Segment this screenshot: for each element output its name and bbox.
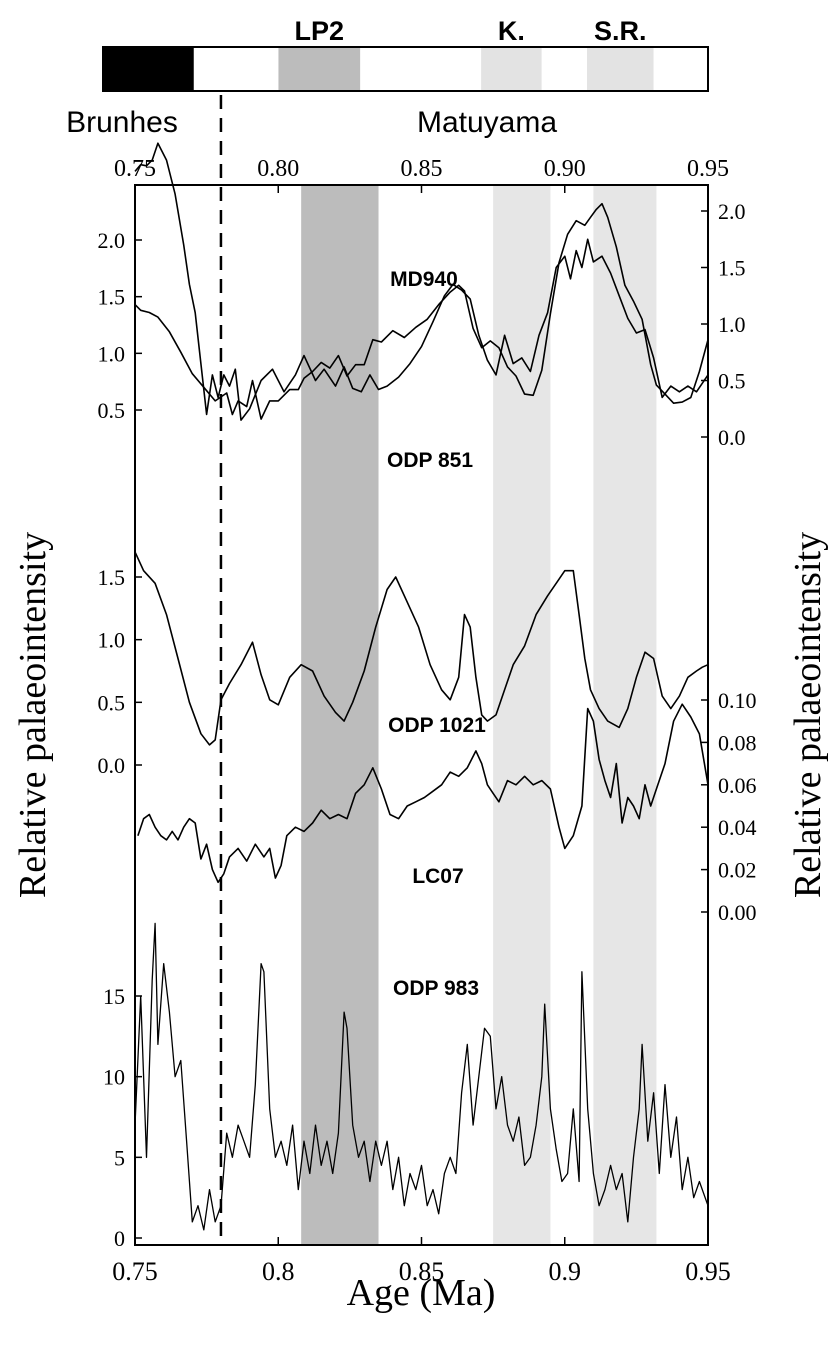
event-label-0: LP2 — [295, 16, 345, 46]
series-labels: MD940 ODP 851 ODP 1021 LC07 ODP 983 — [387, 268, 486, 1000]
polarity-event-box-2 — [587, 47, 654, 91]
y-axis-3-tick-label-5: 0.00 — [718, 900, 757, 925]
plot-frame — [134, 184, 709, 1246]
x-tick-label-top-1: 0.80 — [257, 156, 299, 182]
y-axis-1-tick-label-1: 1.5 — [718, 256, 746, 281]
y-axis-3-tick-label-3: 0.04 — [718, 815, 757, 840]
y-axis-0-tick-label-1: 1.5 — [98, 285, 126, 310]
y-axis-0-tick-label-0: 2.0 — [98, 228, 126, 253]
x-tick-label-top-4: 0.95 — [687, 156, 729, 182]
polarity-bar — [102, 46, 709, 92]
x-tick-label-top-2: 0.85 — [401, 156, 443, 182]
y-axis-2-tick-label-2: 0.5 — [98, 690, 126, 715]
polarity-event-box-1 — [481, 47, 542, 91]
series-label-0: MD940 — [390, 268, 458, 291]
y-axis-2-tick-label-1: 1.0 — [98, 628, 126, 653]
polarity-bar-frame — [102, 46, 709, 92]
series-label-4: ODP 983 — [393, 977, 479, 1000]
x-axis-ticks: 0.75 0.75 0.80 0.8 0.85 0.85 0.90 0.9 0.95 0.95 — [112, 156, 731, 1286]
series-line-lc07 — [137, 703, 709, 884]
y-axis-4-tick-label-1: 10 — [103, 1065, 125, 1090]
y-axis-4-tick-label-3: 0 — [114, 1226, 125, 1251]
y-axis-0-tick-label-2: 1.0 — [98, 341, 126, 366]
series-label-3: LC07 — [412, 865, 463, 888]
series-line-odp-851 — [134, 142, 709, 421]
series-label-1: ODP 851 — [387, 449, 473, 472]
event-band-1 — [493, 185, 551, 1245]
y-axis-3-tick-label-4: 0.02 — [718, 858, 757, 883]
y-axis-1-tick-label-2: 1.0 — [718, 312, 746, 337]
y-axis-0-tick-label-3: 0.5 — [98, 398, 126, 423]
x-tick-label-bottom-2: 0.85 — [399, 1257, 445, 1286]
y-axis-1-tick-label-0: 2.0 — [718, 199, 746, 224]
event-band-0 — [301, 185, 379, 1245]
event-label-1: K. — [498, 16, 525, 46]
polarity-normal-box-0 — [103, 47, 194, 91]
y-axis-3-tick-label-2: 0.06 — [718, 773, 757, 798]
x-tick-label-bottom-0: 0.75 — [112, 1257, 158, 1286]
series-curves — [134, 142, 709, 1231]
series-label-2: ODP 1021 — [388, 714, 486, 737]
x-tick-label-bottom-1: 0.8 — [262, 1257, 295, 1286]
event-labels: LP2 K. S.R. — [295, 16, 647, 46]
y-axis-4-tick-label-0: 15 — [103, 984, 125, 1009]
chron-label-matuyama: Matuyama — [417, 106, 557, 139]
event-label-2: S.R. — [594, 16, 647, 46]
x-tick-label-top-0: 0.75 — [114, 156, 156, 182]
series-line-odp-1021 — [134, 551, 709, 746]
x-tick-label-bottom-3: 0.9 — [549, 1257, 582, 1286]
polarity-event-box-0 — [278, 47, 361, 91]
y-axis-2-tick-label-0: 1.5 — [98, 565, 126, 590]
y-axes: 2.01.51.00.52.01.51.00.50.01.51.00.50.00… — [98, 199, 757, 1251]
y-axis-title-right: Relative palaeointensity — [787, 532, 829, 898]
y-axis-3-tick-label-0: 0.10 — [718, 688, 757, 713]
x-tick-label-bottom-4: 0.95 — [685, 1257, 731, 1286]
y-axis-1-tick-label-3: 0.5 — [718, 369, 746, 394]
y-axis-2-tick-label-3: 0.0 — [98, 753, 126, 778]
y-axis-1-tick-label-4: 0.0 — [718, 425, 746, 450]
x-axis-title: Age (Ma) — [347, 1272, 496, 1314]
chron-label-brunhes: Brunhes — [66, 106, 178, 139]
x-tick-label-top-3: 0.90 — [544, 156, 586, 182]
y-axis-4-tick-label-2: 5 — [114, 1145, 125, 1170]
y-axis-3-tick-label-1: 0.08 — [718, 730, 757, 755]
y-axis-title-left: Relative palaeointensity — [12, 532, 54, 898]
series-line-odp-983 — [134, 922, 709, 1231]
